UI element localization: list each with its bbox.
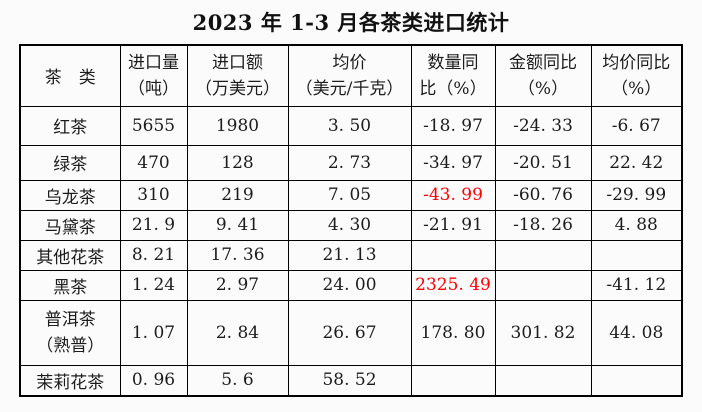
header-avg-price: 均价 （美元/千克） — [287, 44, 412, 107]
header-value-yoy-line2: （%） — [517, 78, 569, 99]
header-value-yoy: 金额同比 （%） — [494, 44, 592, 107]
cell-value-yoy: 301. 82 — [494, 299, 592, 366]
cell-import-value: 2. 84 — [186, 299, 289, 366]
cell-import-volume: 8. 21 — [119, 239, 188, 271]
header-import-volume-line2: （吨） — [128, 78, 179, 99]
cell-volume-yoy-highlighted: 2325. 49 — [410, 269, 496, 301]
cell-import-volume: 5655 — [119, 105, 188, 146]
cell-tea-name: 乌龙茶 — [19, 179, 121, 211]
cell-avg-price: 24. 00 — [287, 269, 412, 301]
table-row-black-tea: 红茶 5655 1980 3. 50 -18. 97 -24. 33 -6. 6… — [19, 105, 683, 146]
cell-value-yoy: -24. 33 — [494, 105, 592, 146]
cell-price-yoy: 22. 42 — [590, 144, 683, 181]
cell-import-value: 5. 6 — [186, 364, 289, 397]
cell-price-yoy: 44. 08 — [590, 299, 683, 366]
cell-price-yoy: -29. 99 — [590, 179, 683, 211]
cell-avg-price: 3. 50 — [287, 105, 412, 146]
cell-import-value: 1980 — [186, 105, 289, 146]
cell-avg-price: 26. 67 — [287, 299, 412, 366]
cell-tea-name: 其他花茶 — [19, 239, 121, 271]
tea-import-stats-table: 茶 类 进口量 （吨） 进口额 （万美元） 均价 （美元/千克） 数量同 比（%… — [19, 44, 683, 397]
table-row-dark-tea: 黑茶 1. 24 2. 97 24. 00 2325. 49 -41. 12 — [19, 269, 683, 301]
cell-import-value: 219 — [186, 179, 289, 211]
cell-tea-name-line1: 普洱茶 — [44, 309, 96, 330]
header-avg-price-line1: 均价 — [332, 52, 367, 73]
cell-value-yoy-empty — [494, 364, 592, 397]
header-import-value: 进口额 （万美元） — [186, 44, 289, 107]
cell-price-yoy-empty — [590, 239, 683, 271]
header-import-value-line1: 进口额 — [212, 52, 263, 73]
cell-tea-name: 茉莉花茶 — [19, 364, 121, 397]
header-volume-yoy-line2: 比（%） — [419, 78, 487, 99]
header-volume-yoy-line1: 数量同 — [427, 52, 479, 73]
cell-avg-price: 2. 73 — [287, 144, 412, 181]
cell-import-value: 9. 41 — [186, 209, 289, 241]
cell-import-value: 128 — [186, 144, 289, 181]
cell-volume-yoy: -18. 97 — [410, 105, 496, 146]
header-price-yoy: 均价同比 （%） — [590, 44, 683, 107]
header-import-volume: 进口量 （吨） — [119, 44, 188, 107]
header-value-yoy-line1: 金额同比 — [509, 52, 577, 73]
cell-value-yoy: -18. 26 — [494, 209, 592, 241]
cell-avg-price: 58. 52 — [287, 364, 412, 397]
table-header-row: 茶 类 进口量 （吨） 进口额 （万美元） 均价 （美元/千克） 数量同 比（%… — [19, 44, 683, 107]
cell-value-yoy-empty — [494, 269, 592, 301]
cell-tea-name-line2: （熟普） — [36, 335, 105, 356]
cell-avg-price: 7. 05 — [287, 179, 412, 211]
cell-import-volume: 470 — [119, 144, 188, 181]
header-tea-type: 茶 类 — [19, 44, 121, 107]
cell-volume-yoy: 178. 80 — [410, 299, 496, 366]
cell-tea-name: 绿茶 — [19, 144, 121, 181]
header-volume-yoy: 数量同 比（%） — [410, 44, 496, 107]
cell-value-yoy: -20. 51 — [494, 144, 592, 181]
header-avg-price-line2: （美元/千克） — [295, 78, 404, 99]
cell-price-yoy-empty — [590, 364, 683, 397]
table-row-jasmine-tea: 茉莉花茶 0. 96 5. 6 58. 52 — [19, 364, 683, 397]
cell-avg-price: 21. 13 — [287, 239, 412, 271]
cell-tea-name: 黑茶 — [19, 269, 121, 301]
table-row-other-flower-tea: 其他花茶 8. 21 17. 36 21. 13 — [19, 239, 683, 271]
cell-price-yoy: 4. 88 — [590, 209, 683, 241]
cell-volume-yoy-empty — [410, 239, 496, 271]
cell-volume-yoy: -34. 97 — [410, 144, 496, 181]
cell-price-yoy: -6. 67 — [590, 105, 683, 146]
cell-import-volume: 1. 24 — [119, 269, 188, 301]
cell-avg-price: 4. 30 — [287, 209, 412, 241]
cell-value-yoy: -60. 76 — [494, 179, 592, 211]
header-price-yoy-line2: （%） — [611, 78, 662, 99]
header-tea-type-label: 茶 类 — [44, 68, 96, 89]
table-row-mate-tea: 马黛茶 21. 9 9. 41 4. 30 -21. 91 -18. 26 4.… — [19, 209, 683, 241]
cell-value-yoy-empty — [494, 239, 592, 271]
table-row-oolong-tea: 乌龙茶 310 219 7. 05 -43. 99 -60. 76 -29. 9… — [19, 179, 683, 211]
table-row-green-tea: 绿茶 470 128 2. 73 -34. 97 -20. 51 22. 42 — [19, 144, 683, 181]
header-price-yoy-line1: 均价同比 — [602, 52, 671, 73]
cell-import-value: 2. 97 — [186, 269, 289, 301]
header-import-value-line2: （万美元） — [195, 78, 280, 99]
cell-tea-name: 红茶 — [19, 105, 121, 146]
cell-import-volume: 0. 96 — [119, 364, 188, 397]
page-title: 2023 年 1-3 月各茶类进口统计 — [192, 10, 510, 35]
cell-volume-yoy: -21. 91 — [410, 209, 496, 241]
cell-import-volume: 310 — [119, 179, 188, 211]
cell-volume-yoy-empty — [410, 364, 496, 397]
cell-import-value: 17. 36 — [186, 239, 289, 271]
table-row-puer-tea: 普洱茶 （熟普） 1. 07 2. 84 26. 67 178. 80 301.… — [19, 299, 683, 366]
header-import-volume-line1: 进口量 — [128, 52, 179, 73]
cell-import-volume: 1. 07 — [119, 299, 188, 366]
cell-volume-yoy-highlighted: -43. 99 — [410, 179, 496, 211]
cell-tea-name: 马黛茶 — [19, 209, 121, 241]
cell-tea-name: 普洱茶 （熟普） — [19, 299, 121, 366]
cell-price-yoy: -41. 12 — [590, 269, 683, 301]
cell-import-volume: 21. 9 — [119, 209, 188, 241]
